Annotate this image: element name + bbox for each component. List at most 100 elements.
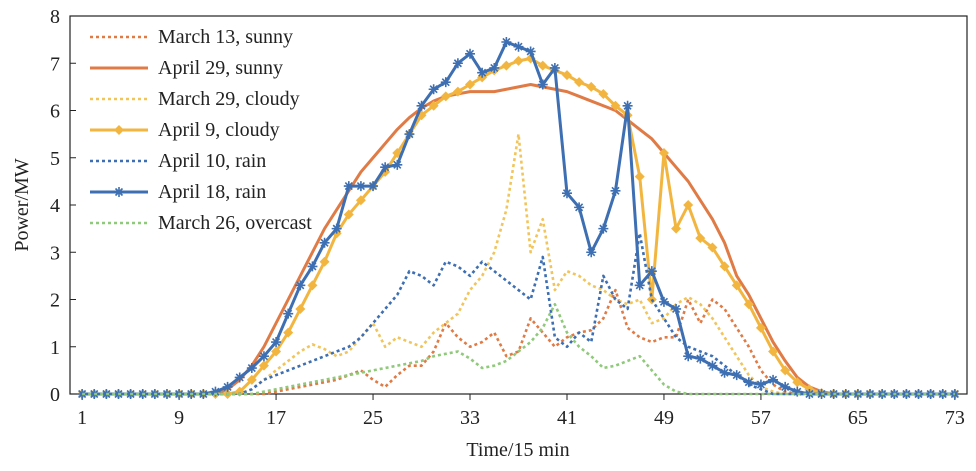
star-marker xyxy=(549,62,560,73)
star-marker xyxy=(331,223,342,234)
star-marker xyxy=(77,389,88,399)
diamond-marker xyxy=(743,299,754,310)
star-marker xyxy=(222,381,233,392)
legend-label: April 10, rain xyxy=(158,150,267,172)
star-marker xyxy=(307,261,318,272)
star-marker xyxy=(440,77,451,88)
diamond-marker xyxy=(513,55,524,66)
x-tick-label: 41 xyxy=(557,407,577,429)
legend-label: April 18, rain xyxy=(158,181,267,203)
star-marker xyxy=(114,187,124,197)
x-tick-label: 73 xyxy=(945,407,965,429)
diamond-marker xyxy=(695,233,706,244)
star-marker xyxy=(598,223,609,234)
star-marker xyxy=(537,79,548,90)
diamond-marker xyxy=(610,100,621,111)
x-tick-label: 9 xyxy=(174,407,184,429)
diamond-marker xyxy=(792,377,803,388)
legend-label: April 9, cloudy xyxy=(158,119,280,141)
star-marker xyxy=(695,353,706,364)
diamond-marker xyxy=(731,280,742,291)
diamond-marker xyxy=(768,346,779,357)
x-tick-label: 57 xyxy=(751,407,771,429)
star-marker xyxy=(210,386,221,397)
y-tick-label: 6 xyxy=(50,101,60,123)
diamond-marker xyxy=(719,261,730,272)
star-marker xyxy=(561,188,572,199)
legend-item: March 29, cloudy xyxy=(88,88,363,110)
x-tick-label: 1 xyxy=(77,407,87,429)
star-marker xyxy=(743,377,754,388)
y-tick-label: 3 xyxy=(50,242,60,264)
series-line xyxy=(82,232,955,396)
star-marker xyxy=(404,129,415,140)
legend-swatch xyxy=(90,97,148,101)
legend-label: March 26, overcast xyxy=(158,212,312,234)
y-tick-label: 2 xyxy=(50,290,60,312)
legend-item: April 29, sunny xyxy=(88,57,363,79)
star-marker xyxy=(428,84,439,95)
diamond-marker xyxy=(307,280,318,291)
diamond-marker xyxy=(755,322,766,333)
diamond-marker xyxy=(114,125,124,135)
diamond-marker xyxy=(683,200,694,210)
diamond-marker xyxy=(586,81,597,92)
star-marker xyxy=(755,379,766,390)
star-marker xyxy=(258,351,269,362)
star-marker xyxy=(477,67,488,78)
diamond-marker xyxy=(258,360,269,371)
legend-item: April 9, cloudy xyxy=(88,119,363,141)
star-marker xyxy=(731,370,742,381)
y-tick-label: 7 xyxy=(50,53,60,75)
star-marker xyxy=(380,162,391,173)
x-tick-label: 65 xyxy=(848,407,868,429)
legend-swatch xyxy=(90,66,148,70)
star-marker xyxy=(319,237,330,248)
diamond-marker xyxy=(658,148,669,159)
star-marker xyxy=(416,100,427,111)
star-marker xyxy=(343,181,354,192)
y-tick-label: 0 xyxy=(50,384,60,406)
y-tick-label: 8 xyxy=(50,6,60,28)
diamond-marker xyxy=(707,242,718,253)
star-marker xyxy=(683,351,694,362)
star-marker xyxy=(780,381,791,392)
series-line xyxy=(82,288,955,396)
diamond-marker xyxy=(319,256,330,267)
star-marker xyxy=(658,296,669,307)
y-tick-label: 1 xyxy=(50,337,60,359)
diamond-marker xyxy=(283,327,294,338)
diamond-marker xyxy=(234,386,245,397)
star-marker xyxy=(234,372,245,383)
legend-label: March 13, sunny xyxy=(158,26,293,48)
diamond-marker xyxy=(440,91,451,102)
legend-item: April 18, rain xyxy=(88,181,363,203)
y-tick-label: 4 xyxy=(50,195,60,217)
star-marker xyxy=(586,247,597,258)
star-marker xyxy=(574,202,585,213)
star-marker xyxy=(513,41,524,52)
star-marker xyxy=(452,58,463,69)
star-marker xyxy=(392,159,403,170)
star-marker xyxy=(525,46,536,57)
y-tick-label: 5 xyxy=(50,148,60,170)
diamond-marker xyxy=(598,88,609,99)
y-axis-label: Power/MW xyxy=(11,158,33,251)
legend-swatch xyxy=(90,125,148,135)
star-marker xyxy=(610,185,621,196)
x-tick-label: 49 xyxy=(654,407,674,429)
diamond-marker xyxy=(501,60,512,71)
star-marker xyxy=(634,280,645,291)
star-marker xyxy=(671,303,682,314)
star-marker xyxy=(271,337,282,348)
star-marker xyxy=(792,386,803,397)
diamond-marker xyxy=(574,77,585,88)
legend: March 13, sunny April 29, sunny March 29, … xyxy=(88,26,363,243)
diamond-marker xyxy=(465,79,476,90)
star-marker xyxy=(489,62,500,73)
legend-swatch xyxy=(90,159,148,163)
diamond-marker xyxy=(355,195,366,206)
diamond-marker xyxy=(634,171,645,182)
